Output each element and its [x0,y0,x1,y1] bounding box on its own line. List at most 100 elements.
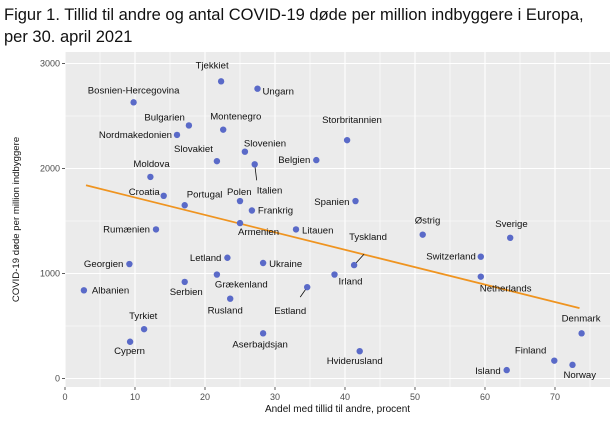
major-grid [64,52,610,387]
label-norway: Norway [564,370,597,381]
label-letland: Letland [190,253,221,264]
x-axis: 0 10 20 30 40 50 60 70 [62,387,560,402]
label-tyskland: Tyskland [349,232,387,243]
label-ukraine: Ukraine [269,259,302,270]
point-sverige [507,234,514,241]
label-bosnien-hercegovina: Bosnien-Hercegovina [88,85,180,96]
label-denmark: Denmark [562,313,601,324]
label-italien: Italien [257,185,283,196]
point-tjekkiet [217,78,225,85]
point-georgien [126,260,133,268]
label-polen: Polen [227,187,252,198]
label-slovenien: Slovenien [244,139,286,150]
data-points [80,78,585,374]
label-switzerland: Switzerland [426,252,476,263]
point-netherlands [477,273,484,280]
point-aserbajdsjan [259,330,267,337]
label-albanien: Albanien [92,285,129,296]
label-ungarn: Ungarn [263,87,294,98]
y-axis: 0 1000 2000 3000 [40,59,65,384]
point-norway [569,361,576,369]
point-italien [251,161,258,168]
point-litauen [292,226,300,233]
label-spanien: Spanien [314,197,349,208]
point-bulgarien [185,122,193,129]
point-spanien [352,197,359,205]
chart-title: Figur 1. Tillid til andre og antal COVID… [4,6,584,46]
point-armenien [236,219,244,227]
label-georgien: Georgien [84,259,123,270]
label-serbien: Serbien [170,287,203,298]
point-tyskland [350,261,358,269]
point-ukraine [259,259,267,267]
label-frankrig: Frankrig [258,206,293,217]
x-tick-label: 50 [410,392,420,402]
point-bosnien-hercegovina [130,99,137,106]
y-tick-label: 3000 [40,59,60,69]
label-aserbajdsjan: Aserbajdsjan [232,339,287,350]
point-labels: Bosnien-Hercegovina Tjekkiet Ungarn Bulgari… [84,60,601,381]
point-polen [236,197,244,205]
x-tick-label: 70 [550,392,560,402]
label-ostrig: Østrig [415,216,441,227]
label-croatia: Croatia [129,187,161,198]
point-ostrig [419,231,426,238]
label-finland: Finland [515,346,546,357]
point-storbritannien [343,136,351,144]
label-island: Island [475,366,501,377]
label-hviderusland: Hviderusland [327,356,383,367]
x-tick-label: 10 [130,392,140,402]
label-litauen: Litauen [302,225,333,236]
point-ungarn [254,85,261,92]
label-armenien: Armenien [238,227,279,238]
label-tjekkiet: Tjekkiet [196,60,229,71]
label-moldova: Moldova [133,159,170,170]
point-albanien [80,287,88,294]
point-croatia [160,192,167,199]
y-tick-label: 2000 [40,164,60,174]
label-rumaenien: Rumænien [103,224,150,235]
point-letland [224,254,231,261]
trend-line [85,184,580,310]
label-rusland: Rusland [208,306,243,317]
point-denmark [578,330,585,337]
point-hviderusland [356,348,363,355]
point-graekenland [213,271,221,278]
y-tick-label: 0 [55,374,60,384]
point-serbien [181,278,188,286]
point-montenegro [220,126,227,133]
y-tick-label: 1000 [40,269,60,279]
point-irland [331,271,338,278]
x-tick-label: 20 [200,392,210,402]
label-sverige: Sverige [495,219,528,230]
y-axis-title: COVID-19 døde per million indbyggere [11,137,22,302]
point-estland [304,283,311,291]
label-graekenland: Grækenland [215,280,268,291]
label-belgien: Belgien [278,155,310,166]
point-finland [551,357,558,364]
point-island [503,366,510,374]
label-irland: Irland [339,277,363,288]
point-portugal [181,202,188,209]
label-montenegro: Montenegro [210,112,261,123]
label-estland: Estland [274,306,306,317]
label-storbritannien: Storbritannien [322,115,382,126]
x-tick-label: 40 [340,392,350,402]
point-rumaenien [152,226,160,233]
x-tick-label: 60 [480,392,490,402]
label-tyrkiet: Tyrkiet [129,311,158,322]
point-slovakiet [213,157,221,165]
point-nordmakedonien [173,131,181,139]
point-cypern [126,338,134,345]
label-slovakiet: Slovakiet [174,144,213,155]
label-nordmakedonien: Nordmakedonien [99,130,172,141]
x-tick-label: 0 [62,392,67,402]
x-tick-label: 30 [270,392,280,402]
label-bulgarien: Bulgarien [144,112,185,123]
label-cypern: Cypern [114,346,145,357]
x-axis-title: Andel med tillid til andre, procent [265,404,410,415]
label-portugal: Portugal [187,189,223,200]
point-tyrkiet [140,325,148,333]
point-slovenien [241,148,249,155]
